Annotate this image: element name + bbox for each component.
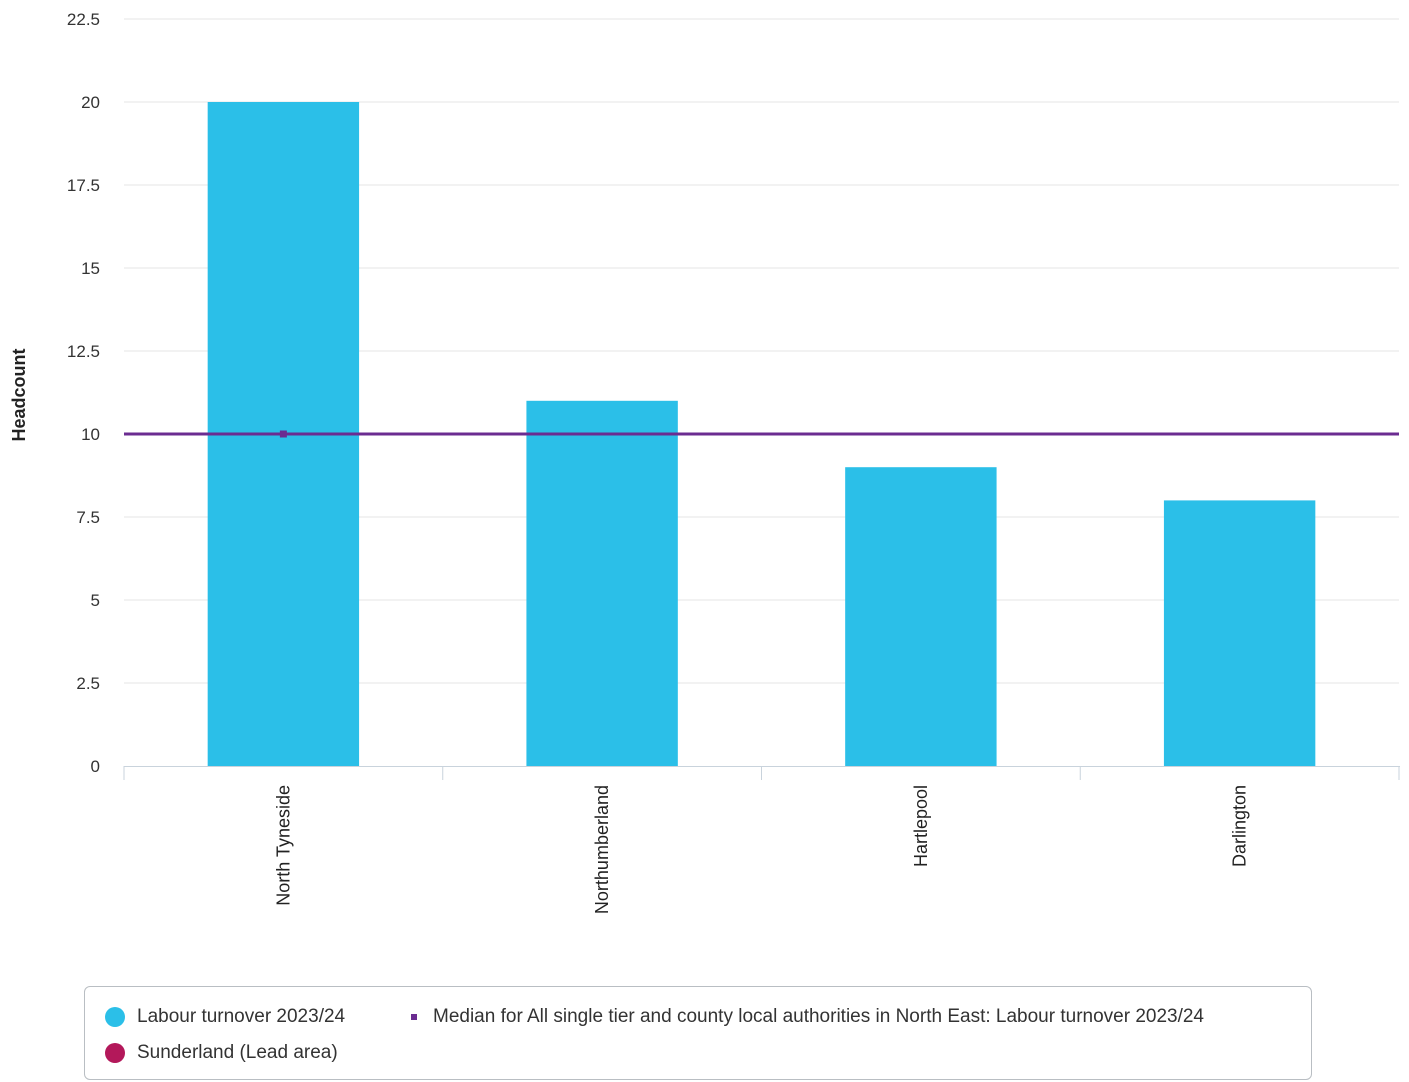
legend-item-series[interactable]: Labour turnover 2023/24 [105,1006,345,1028]
legend-median-label: Median for All single tier and county lo… [433,1006,1205,1027]
bar-darlington[interactable] [1163,500,1316,766]
y-tick-label: 17.5 [67,176,100,195]
y-axis-label: Headcount [9,348,29,441]
x-tick-label: Hartlepool [911,785,931,867]
x-tick-label: Northumberland [592,785,612,914]
legend-median-marker [411,1014,417,1020]
bar-hartlepool[interactable] [845,467,997,766]
y-tick-label: 22.5 [67,10,100,29]
y-tick-label: 15 [81,259,100,278]
legend-item-median[interactable]: Median for All single tier and county lo… [411,1006,1204,1028]
x-tick-label: North Tyneside [273,785,293,906]
y-tick-label: 20 [81,93,100,112]
bar-chart: 0 2.5 5 7.5 10 12.5 15 17.5 20 22.5 Headcount Nor… [9,10,1400,914]
y-axis-ticks: 0 2.5 5 7.5 10 12.5 15 17.5 20 22.5 [67,10,100,776]
legend-series-marker [105,1007,125,1027]
y-tick-label: 5 [91,591,100,610]
legend-lead-area-label: Sunderland (Lead area) [137,1042,338,1063]
y-tick-label: 0 [91,757,100,776]
bar-northumberland[interactable] [526,400,678,766]
bars [207,102,1316,766]
x-tick-label: Darlington [1230,785,1250,867]
median-marker[interactable] [279,430,287,438]
y-tick-label: 10 [81,425,100,444]
y-tick-label: 7.5 [76,508,100,527]
legend-series-label: Labour turnover 2023/24 [137,1006,346,1027]
x-axis-tick-labels: North Tyneside Northumberland Hartlepool Da… [273,785,1249,914]
x-axis [123,766,1400,780]
legend-lead-area-marker [105,1043,125,1063]
y-tick-label: 12.5 [67,342,100,361]
legend: Labour turnover 2023/24 Median for All s… [84,986,1312,1080]
median-line [124,430,1399,438]
y-tick-label: 2.5 [76,674,100,693]
legend-item-lead-area[interactable]: Sunderland (Lead area) [105,1042,338,1064]
